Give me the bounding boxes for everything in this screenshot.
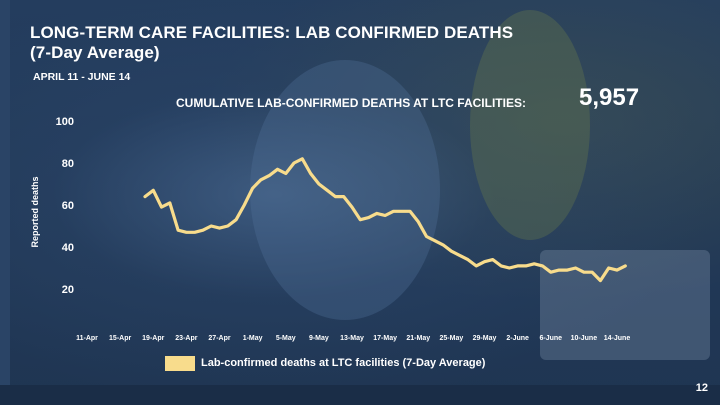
y-axis-label: Reported deaths (30, 176, 40, 247)
y-tick-label: 100 (56, 116, 74, 128)
x-tick-label: 9-May (309, 335, 329, 342)
y-tick-label: 80 (62, 158, 74, 170)
x-tick-label: 10-June (571, 335, 598, 342)
y-tick-label: 60 (62, 200, 74, 212)
x-tick-label: 1-May (243, 335, 263, 342)
x-tick-label: 15-Apr (109, 335, 131, 342)
y-tick-label: 20 (62, 284, 74, 296)
x-tick-label: 13-May (340, 335, 364, 342)
slide-title-line1: LONG-TERM CARE FACILITIES: LAB CONFIRMED… (30, 23, 514, 42)
left-accent-band (0, 0, 10, 405)
legend-swatch (165, 355, 195, 371)
series-line (143, 157, 627, 283)
x-tick-label: 29-May (473, 335, 497, 342)
bottom-band (0, 385, 720, 405)
y-axis: 20 40 60 80 100 (56, 116, 74, 296)
x-tick-label: 19-Apr (142, 335, 164, 342)
x-tick-label: 14-June (604, 335, 631, 342)
cumulative-deaths-label: CUMULATIVE LAB-CONFIRMED DEATHS AT LTC F… (176, 96, 526, 110)
page-number: 12 (695, 382, 708, 394)
x-tick-label: 25-May (440, 335, 464, 342)
slide-title-line2: (7-Day Average) (30, 43, 160, 62)
x-tick-label: 27-Apr (208, 335, 230, 342)
x-tick-label: 6-June (539, 335, 562, 342)
x-axis: 11-Apr 15-Apr 19-Apr 23-Apr 27-Apr 1-May 5-May… (76, 335, 630, 342)
background-figure-shape (470, 10, 590, 240)
x-tick-label: 5-May (276, 335, 296, 342)
background-figure-shape (250, 60, 440, 320)
date-range-subtitle: APRIL 11 - JUNE 14 (33, 71, 131, 83)
x-tick-label: 21-May (406, 335, 430, 342)
chart-legend: Lab-confirmed deaths at LTC facilities (… (165, 355, 485, 371)
cumulative-deaths-value: 5,957 (579, 84, 640, 111)
legend-label: Lab-confirmed deaths at LTC facilities (… (201, 357, 486, 369)
x-tick-label: 17-May (373, 335, 397, 342)
x-tick-label: 23-Apr (175, 335, 197, 342)
y-tick-label: 40 (62, 242, 74, 254)
slide-title: LONG-TERM CARE FACILITIES: LAB CONFIRMED… (30, 23, 590, 63)
x-tick-label: 2-June (506, 335, 529, 342)
x-tick-label: 11-Apr (76, 335, 98, 342)
